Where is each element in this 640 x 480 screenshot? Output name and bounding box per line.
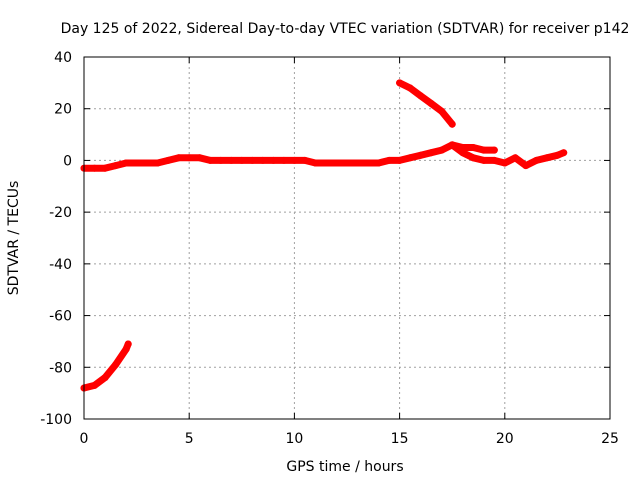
data-layer bbox=[80, 79, 568, 392]
data-point bbox=[417, 151, 425, 159]
data-point bbox=[560, 149, 568, 157]
data-point bbox=[543, 154, 551, 162]
data-point bbox=[227, 156, 235, 164]
data-point bbox=[438, 107, 446, 115]
y-tick-label: 40 bbox=[54, 50, 72, 66]
grid-lines bbox=[84, 57, 610, 419]
data-point bbox=[406, 84, 414, 92]
data-point bbox=[469, 154, 477, 162]
data-point bbox=[490, 156, 498, 164]
data-point bbox=[91, 164, 98, 172]
data-point bbox=[301, 156, 309, 164]
data-point bbox=[175, 154, 183, 162]
data-point bbox=[469, 144, 477, 151]
data-point bbox=[311, 159, 319, 167]
data-point bbox=[112, 162, 120, 170]
y-tick-label: -60 bbox=[49, 309, 72, 325]
data-point bbox=[438, 146, 446, 154]
data-point bbox=[427, 100, 435, 107]
data-point bbox=[490, 146, 498, 154]
data-point bbox=[406, 154, 414, 162]
data-point bbox=[269, 156, 277, 164]
data-point bbox=[396, 156, 404, 164]
data-point bbox=[553, 151, 561, 159]
data-point bbox=[522, 162, 530, 170]
data-point bbox=[343, 159, 351, 167]
y-tick-label: -100 bbox=[40, 412, 72, 428]
series-line-early-trace bbox=[80, 340, 132, 392]
data-point bbox=[459, 149, 467, 157]
data-point bbox=[112, 361, 120, 369]
data-point bbox=[354, 159, 361, 167]
x-tick-label: 5 bbox=[185, 431, 194, 447]
y-axis-label: SDTVAR / TECUs bbox=[6, 181, 22, 296]
plot-frame bbox=[83, 56, 611, 420]
series-line-main-trace bbox=[80, 141, 498, 172]
x-tick-label: 25 bbox=[601, 431, 619, 447]
data-point bbox=[417, 92, 425, 100]
axis-ticks: 0 5 10 15 20 25 -100 -80 -60 -40 -20 0 20 40 bbox=[40, 50, 619, 447]
data-point bbox=[91, 381, 98, 389]
data-point bbox=[259, 156, 267, 164]
data-point bbox=[396, 79, 404, 87]
data-point bbox=[290, 156, 298, 164]
x-tick-label: 0 bbox=[80, 431, 89, 447]
data-point bbox=[375, 159, 383, 167]
data-point bbox=[511, 154, 519, 162]
data-point bbox=[124, 340, 132, 348]
data-point bbox=[185, 154, 193, 162]
data-point bbox=[133, 159, 141, 167]
x-tick-label: 20 bbox=[496, 431, 514, 447]
data-point bbox=[217, 156, 225, 164]
data-point bbox=[101, 164, 109, 172]
data-point bbox=[322, 159, 330, 167]
chart-title: Day 125 of 2022, Sidereal Day-to-day VTE… bbox=[61, 21, 630, 37]
data-point bbox=[206, 156, 214, 164]
data-point bbox=[196, 154, 204, 162]
data-point bbox=[143, 159, 151, 167]
y-tick-label: -80 bbox=[49, 360, 72, 376]
data-point bbox=[280, 156, 288, 164]
y-tick-label: -20 bbox=[49, 205, 72, 221]
data-point bbox=[164, 156, 172, 164]
y-tick-label: -40 bbox=[49, 257, 72, 273]
x-axis-label: GPS time / hours bbox=[286, 459, 403, 475]
data-point bbox=[101, 374, 109, 382]
data-point bbox=[248, 156, 256, 164]
x-tick-label: 15 bbox=[391, 431, 409, 447]
data-point bbox=[154, 159, 162, 167]
x-tick-label: 10 bbox=[285, 431, 303, 447]
data-point bbox=[532, 156, 540, 164]
data-point bbox=[501, 159, 509, 167]
y-tick-label: 20 bbox=[54, 102, 72, 118]
data-point bbox=[364, 159, 372, 167]
data-point bbox=[448, 141, 456, 149]
data-point bbox=[480, 146, 488, 154]
data-point bbox=[448, 120, 456, 128]
data-point bbox=[333, 159, 340, 167]
y-tick-label: 0 bbox=[63, 153, 72, 169]
data-point bbox=[122, 159, 130, 167]
data-point bbox=[480, 156, 488, 164]
data-point bbox=[238, 156, 246, 164]
data-point bbox=[385, 156, 393, 164]
data-point bbox=[427, 149, 435, 157]
